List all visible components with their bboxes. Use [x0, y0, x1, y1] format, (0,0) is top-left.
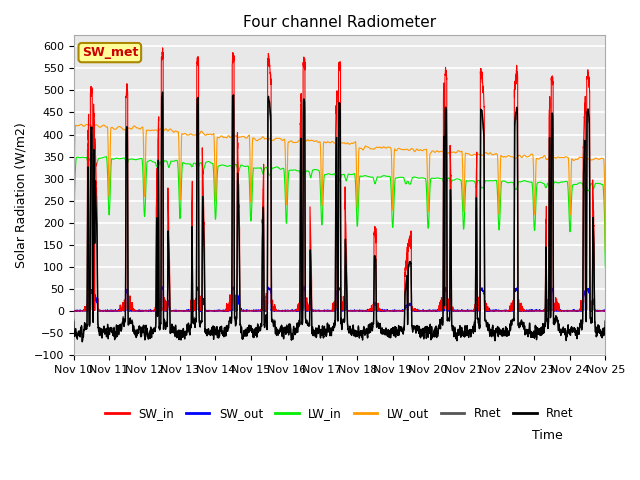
LW_out [166, 127, 173, 132]
LW_in [166, 164, 173, 169]
Line: LW_in: LW_in [74, 156, 605, 267]
LW_out [601, 184, 609, 190]
SW_in [459, 308, 467, 314]
LW_out [459, 160, 467, 166]
SW_out [70, 308, 77, 313]
Rnet [79, 338, 86, 344]
LW_out [70, 252, 77, 258]
SW_out [429, 308, 437, 314]
LW_out [77, 121, 85, 127]
SW_in [70, 308, 77, 314]
LW_in [602, 264, 609, 270]
Rnet [166, 281, 173, 287]
SW_out [300, 283, 308, 289]
SW_in [601, 308, 609, 314]
SW_in [429, 308, 437, 314]
SW_out [166, 304, 173, 310]
SW_in [166, 253, 173, 259]
Text: SW_met: SW_met [82, 46, 138, 59]
LW_in [320, 183, 328, 189]
SW_in [159, 45, 166, 51]
Line: LW_out: LW_out [74, 124, 605, 255]
Rnet [601, 328, 609, 334]
Rnet [602, 318, 609, 324]
LW_out [489, 152, 497, 157]
LW_in [601, 228, 609, 233]
Rnet [489, 323, 497, 329]
Rnet [601, 328, 609, 334]
Y-axis label: Solar Radiation (W/m2): Solar Radiation (W/m2) [15, 122, 28, 268]
Text: Time: Time [532, 429, 563, 442]
LW_in [489, 178, 497, 184]
Rnet [459, 328, 467, 334]
Rnet [320, 334, 328, 339]
LW_out [602, 247, 609, 253]
Rnet [459, 329, 467, 335]
Rnet [429, 331, 437, 337]
Rnet [429, 333, 437, 339]
LW_out [320, 140, 328, 146]
Line: SW_out: SW_out [74, 286, 605, 311]
Rnet [166, 284, 173, 289]
Legend: SW_in, SW_out, LW_in, LW_out, Rnet, Rnet: SW_in, SW_out, LW_in, LW_out, Rnet, Rnet [100, 402, 579, 425]
Rnet [159, 89, 166, 95]
Rnet [70, 316, 77, 322]
LW_in [429, 176, 437, 181]
LW_in [70, 258, 77, 264]
Line: Rnet: Rnet [74, 97, 605, 341]
SW_in [489, 308, 497, 314]
SW_out [602, 307, 609, 313]
SW_in [320, 308, 328, 314]
Rnet [320, 333, 328, 339]
Line: Rnet: Rnet [74, 92, 605, 342]
Title: Four channel Radiometer: Four channel Radiometer [243, 15, 436, 30]
Rnet [489, 325, 497, 331]
SW_out [601, 307, 609, 313]
Rnet [70, 319, 77, 324]
Rnet [79, 339, 86, 345]
LW_out [429, 148, 437, 154]
SW_out [489, 308, 497, 313]
Rnet [159, 95, 166, 100]
Rnet [602, 318, 609, 324]
LW_in [102, 154, 110, 159]
SW_out [70, 308, 77, 314]
SW_out [459, 308, 467, 313]
SW_in [602, 308, 609, 314]
SW_out [320, 308, 328, 314]
LW_in [459, 204, 467, 209]
Line: SW_in: SW_in [74, 48, 605, 311]
